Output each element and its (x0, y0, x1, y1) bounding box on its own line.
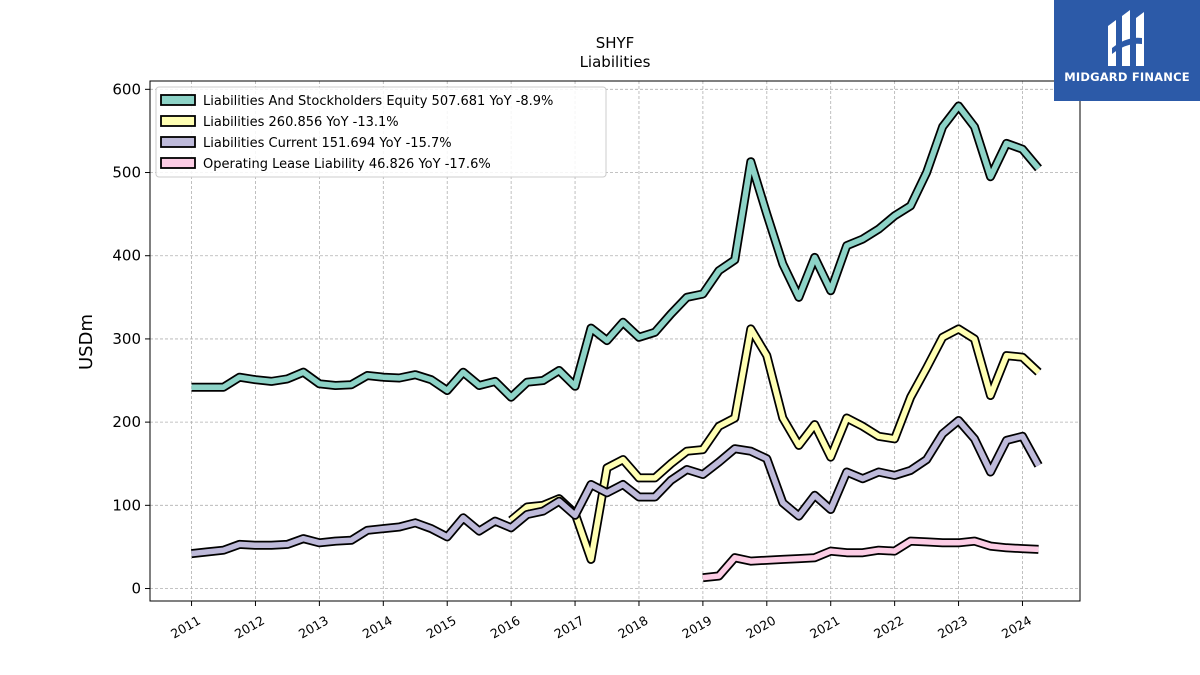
series-line (702, 538, 1039, 581)
series-line-outline (508, 324, 1042, 564)
y-tick-label: 300 (112, 330, 141, 348)
legend-swatch (160, 94, 196, 106)
x-tick-label: 2020 (743, 613, 778, 642)
y-axis-label: USDm (76, 314, 97, 370)
legend-entry: Liabilities And Stockholders Equity 507.… (203, 94, 553, 109)
legend-swatch (160, 115, 196, 127)
y-tick-label: 600 (112, 80, 141, 98)
y-axis: 0 100 200 300 400 500 600 (112, 80, 150, 598)
x-tick-label: 2014 (360, 613, 395, 642)
series-line (191, 417, 1041, 557)
series-lines (191, 101, 1043, 583)
x-tick-label: 2017 (552, 613, 587, 642)
x-tick-label: 2011 (168, 613, 203, 642)
y-tick-label: 200 (112, 413, 141, 431)
x-tick-label: 2022 (871, 613, 906, 642)
legend-entry: Liabilities 260.856 YoY -13.1% (203, 115, 399, 130)
x-tick-label: 2013 (296, 613, 331, 642)
legend-entry: Liabilities Current 151.694 YoY -15.7% (203, 136, 452, 151)
x-tick-label: 2018 (615, 613, 650, 642)
series-line (509, 326, 1041, 563)
x-tick-label: 2012 (232, 613, 267, 642)
chart-title: SHYF (596, 34, 635, 52)
chart-subtitle: Liabilities (580, 53, 651, 71)
logo-mark-icon (1108, 10, 1144, 66)
legend-swatch (160, 157, 196, 169)
y-tick-label: 100 (112, 496, 141, 514)
x-tick-label: 2015 (424, 613, 459, 642)
midgard-finance-logo: MIDGARD FINANCE (1054, 0, 1200, 101)
series-line (191, 103, 1041, 400)
x-tick-label: 2021 (807, 613, 842, 642)
y-tick-label: 0 (131, 580, 141, 598)
y-tick-label: 500 (112, 164, 141, 182)
x-tick-label: 2016 (488, 613, 523, 642)
y-tick-label: 400 (112, 247, 141, 265)
x-tick-label: 2024 (999, 613, 1034, 642)
legend-entry: Operating Lease Liability 46.826 YoY -17… (203, 157, 491, 172)
x-tick-label: 2023 (935, 613, 970, 642)
legend-box (155, 86, 607, 178)
x-tick-label: 2019 (679, 613, 714, 642)
x-axis: 2011 2012 2013 2014 2015 2016 2017 2018 2019 2020… (168, 601, 1034, 642)
legend: Liabilities And Stockholders Equity 507.… (155, 86, 607, 178)
legend-swatch (160, 136, 196, 148)
logo-text: MIDGARD FINANCE (1064, 70, 1190, 84)
plot-frame (149, 80, 1081, 602)
